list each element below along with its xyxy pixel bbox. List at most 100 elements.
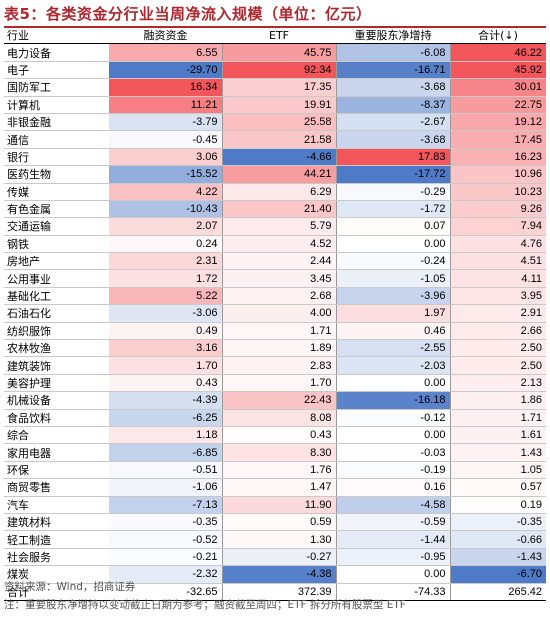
industry-name: 公用事业 [4,269,109,288]
margin-financing-cell: 16.34 [109,78,222,97]
shareholder-cell: -0.19 [335,461,450,480]
header-industry: 行业 [4,27,109,45]
shareholder-cell: -0.12 [335,409,450,427]
total-cell: 16.23 [449,148,546,167]
industry-name: 通信 [4,130,109,149]
margin-financing-cell: 2.31 [109,252,222,271]
industry-name: 国防军工 [4,78,109,97]
total-cell: 265.42 [449,582,546,601]
total-cell: 0.19 [449,496,546,514]
etf-cell: 1.30 [221,530,336,549]
total-cell: -1.43 [449,548,546,567]
table-body: 电力设备 6.55 45.75 -6.08 46.22 电子 -29.70 92.34 -16.… [4,43,546,601]
table-row: 钢铁 0.24 4.52 0.00 4.76 [4,235,546,254]
header-row: 行业 融资资金 ETF 重要股东净增持 合计(↓) [4,27,546,45]
shareholder-cell: -1.44 [335,530,450,549]
total-cell: 45.92 [449,61,546,80]
etf-cell: 2.83 [221,356,336,375]
total-cell: 30.01 [449,78,546,97]
industry-name: 建筑材料 [4,513,109,532]
etf-cell: 1.76 [221,461,336,480]
margin-financing-cell: -0.21 [109,548,222,567]
etf-cell: 25.58 [221,113,336,132]
industry-name: 机械设备 [4,391,109,410]
margin-financing-cell: 1.72 [109,269,222,288]
margin-financing-cell: 2.07 [109,217,222,236]
industry-name: 纺织服饰 [4,322,109,341]
shareholder-cell: -2.03 [335,356,450,375]
industry-name: 汽车 [4,496,109,514]
footnote: 注：重要股东净增持以变动截止日期为参考；融资截至周四；ETF 拆分所有股票型 E… [4,599,406,611]
industry-name: 电力设备 [4,43,109,62]
industry-name: 食品饮料 [4,409,109,427]
etf-cell: 44.21 [221,165,336,184]
table-row: 传媒 4.22 6.29 -0.29 10.23 [4,183,546,201]
etf-cell: 21.58 [221,130,336,149]
etf-cell: 1.71 [221,322,336,341]
shareholder-cell: 0.07 [335,217,450,236]
total-cell: 3.95 [449,287,546,306]
industry-name: 美容护理 [4,374,109,393]
margin-financing-cell: 0.49 [109,322,222,341]
margin-financing-cell: -7.13 [109,496,222,514]
total-cell: 46.22 [449,43,546,62]
table-row: 计算机 11.21 19.91 -8.37 22.75 [4,96,546,114]
etf-cell: 11.90 [221,496,336,514]
shareholder-cell: -17.72 [335,165,450,184]
table-row: 电子 -29.70 92.34 -16.71 45.92 [4,61,546,80]
table-row: 环保 -0.51 1.76 -0.19 1.05 [4,461,546,480]
notes: 资料来源：Wind，招商证券 注：重要股东净增持以变动截止日期为参考；融资截至周… [4,578,406,614]
shareholder-cell: -2.67 [335,113,450,132]
margin-financing-cell: 3.16 [109,339,222,358]
margin-financing-cell: -0.51 [109,461,222,480]
etf-cell: 8.30 [221,443,336,462]
shareholder-cell: -3.68 [335,130,450,149]
total-cell: 9.26 [449,200,546,219]
shareholder-cell: 0.16 [335,478,450,497]
shareholder-cell: 1.97 [335,304,450,323]
shareholder-cell: -4.58 [335,496,450,514]
margin-financing-cell: 3.06 [109,148,222,167]
etf-cell: 0.43 [221,426,336,445]
etf-cell: 2.68 [221,287,336,306]
margin-financing-cell: 4.22 [109,183,222,201]
margin-financing-cell: -6.25 [109,409,222,427]
shareholder-cell: -16.71 [335,61,450,80]
shareholder-cell: -74.33 [335,582,450,601]
margin-financing-cell: -2.32 [109,565,222,584]
table-row: 基础化工 5.22 2.68 -3.96 3.95 [4,287,546,306]
margin-financing-cell: 11.21 [109,96,222,114]
shareholder-cell: 0.00 [335,426,450,445]
total-cell: 2.50 [449,339,546,358]
header-etf: ETF [222,27,336,45]
etf-cell: 92.34 [221,61,336,80]
total-cell: -6.70 [449,565,546,584]
table-title: 表5：各类资金分行业当周净流入规模（单位：亿元） [4,5,372,23]
industry-name: 建筑装饰 [4,356,109,375]
margin-financing-cell: -0.45 [109,130,222,149]
industry-name: 合计 [4,582,109,601]
industry-name: 房地产 [4,252,109,271]
shareholder-cell: -3.68 [335,78,450,97]
margin-financing-cell: -3.06 [109,304,222,323]
margin-financing-cell: 1.70 [109,356,222,375]
etf-cell: 1.70 [221,374,336,393]
industry-name: 家用电器 [4,443,109,462]
etf-cell: 17.35 [221,78,336,97]
etf-cell: 4.00 [221,304,336,323]
margin-financing-cell: 5.22 [109,287,222,306]
total-cell: 2.13 [449,374,546,393]
industry-name: 基础化工 [4,287,109,306]
header-shareholder-increase: 重要股东净增持 [336,27,450,45]
total-cell: 19.12 [449,113,546,132]
source-note: 资料来源：Wind，招商证券 [4,581,136,593]
etf-cell: 4.52 [221,235,336,254]
margin-financing-cell: -15.52 [109,165,222,184]
margin-financing-cell: -6.85 [109,443,222,462]
shareholder-cell: 0.46 [335,322,450,341]
total-cell: 2.91 [449,304,546,323]
margin-financing-cell: 1.18 [109,426,222,445]
etf-cell: 5.79 [221,217,336,236]
table-row: 食品饮料 -6.25 8.08 -0.12 1.71 [4,409,546,427]
industry-name: 石油石化 [4,304,109,323]
